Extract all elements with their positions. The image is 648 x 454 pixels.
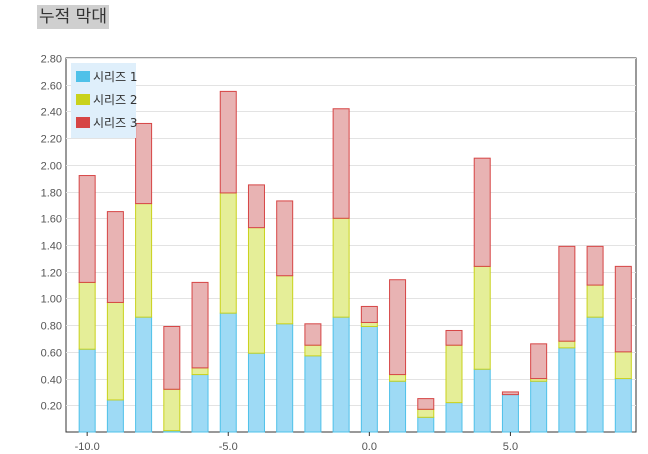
bar-series-1 [304,355,322,433]
y-tick-label: 1.20 [41,268,62,280]
bar-series-2 [106,301,124,401]
x-axis-tick-labels: -10.0 -5.0 0.0 5.0 [75,441,518,453]
bar-series-1 [332,316,350,433]
y-tick-label: 2.00 [41,161,62,173]
y-tick-label: 2.20 [41,134,62,146]
bar-series-1 [135,316,153,433]
y-tick-label: 1.60 [41,214,62,226]
bar-series-3 [360,305,378,323]
bar-series-3 [247,184,265,229]
legend-swatch [76,117,90,128]
bar-series-1 [219,312,237,433]
bar-series-2 [163,388,181,432]
y-tick-label: 2.40 [41,107,62,119]
bar-series [78,90,632,433]
legend-swatch [76,71,90,82]
bar-series-1 [360,325,378,433]
bar-series-3 [501,391,519,396]
bar-series-3 [417,398,435,410]
bar-series-2 [276,275,294,325]
legend-swatch [76,94,90,105]
bar-series-2 [558,340,576,349]
bar-series-3 [276,200,294,277]
bar-series-3 [614,265,632,353]
bar-series-3 [304,323,322,346]
x-tick-label: 5.0 [503,441,518,453]
legend-label: 시리즈 3 [93,116,138,130]
bar-series-2 [614,351,632,380]
y-tick-label: 1.00 [41,294,62,306]
bar-series-3 [163,325,181,390]
bar-series-2 [360,321,378,327]
bar-series-2 [445,344,463,404]
legend-label: 시리즈 1 [93,70,138,84]
bar-series-1 [614,378,632,433]
bar-series-3 [586,245,604,286]
bar-series-2 [586,284,604,318]
y-tick-label: 0.20 [41,401,62,413]
bar-series-1 [106,399,124,433]
bar-series-1 [558,347,576,433]
legend-label: 시리즈 2 [93,93,138,107]
bar-series-1 [417,416,435,433]
chart-title: 누적 막대 [37,5,109,29]
bar-series-3 [106,211,124,303]
bar-series-1 [78,348,96,433]
x-tick-label: -5.0 [219,441,238,453]
bar-series-1 [191,374,209,433]
bar-series-3 [135,122,153,205]
bar-series-2 [219,192,237,314]
bar-series-3 [530,343,548,380]
grid-lines [65,57,637,433]
bar-series-2 [389,374,407,382]
x-tick-label: 0.0 [362,441,377,453]
bar-series-3 [473,157,491,267]
bar-series-2 [304,344,322,357]
bar-series-2 [247,227,265,354]
y-tick-label: 0.80 [41,321,62,333]
bar-series-2 [191,367,209,376]
bar-series-1 [445,402,463,433]
y-tick-label: 2.80 [41,54,62,66]
y-tick-label: 0.60 [41,348,62,360]
y-tick-label: 1.80 [41,188,62,200]
bar-series-1 [473,368,491,433]
bar-series-3 [389,279,407,376]
bar-series-2 [78,281,96,350]
x-tick-label: -10.0 [75,441,100,453]
bar-series-2 [473,265,491,370]
bar-series-1 [586,316,604,433]
legend: 시리즈 1 시리즈 2 시리즈 3 [71,63,138,138]
bar-series-1 [389,380,407,433]
bar-series-3 [332,108,350,219]
bar-series-1 [276,323,294,433]
bar-series-1 [247,352,265,433]
bar-series-3 [78,175,96,283]
axes [86,432,511,436]
y-axis-tick-labels: 0.20 0.40 0.60 0.80 1.00 1.20 1.40 1.60 1.80 2.00… [41,54,62,413]
bar-series-3 [219,90,237,194]
bar-series-2 [135,203,153,318]
bar-series-2 [417,408,435,418]
y-tick-label: 0.40 [41,375,62,387]
bar-series-3 [558,245,576,342]
bar-series-2 [332,217,350,318]
bar-series-3 [445,329,463,346]
bar-series-1 [501,394,519,433]
bar-series-3 [191,281,209,369]
y-tick-label: 1.40 [41,241,62,253]
bar-series-1 [530,380,548,433]
y-tick-label: 2.60 [41,81,62,93]
